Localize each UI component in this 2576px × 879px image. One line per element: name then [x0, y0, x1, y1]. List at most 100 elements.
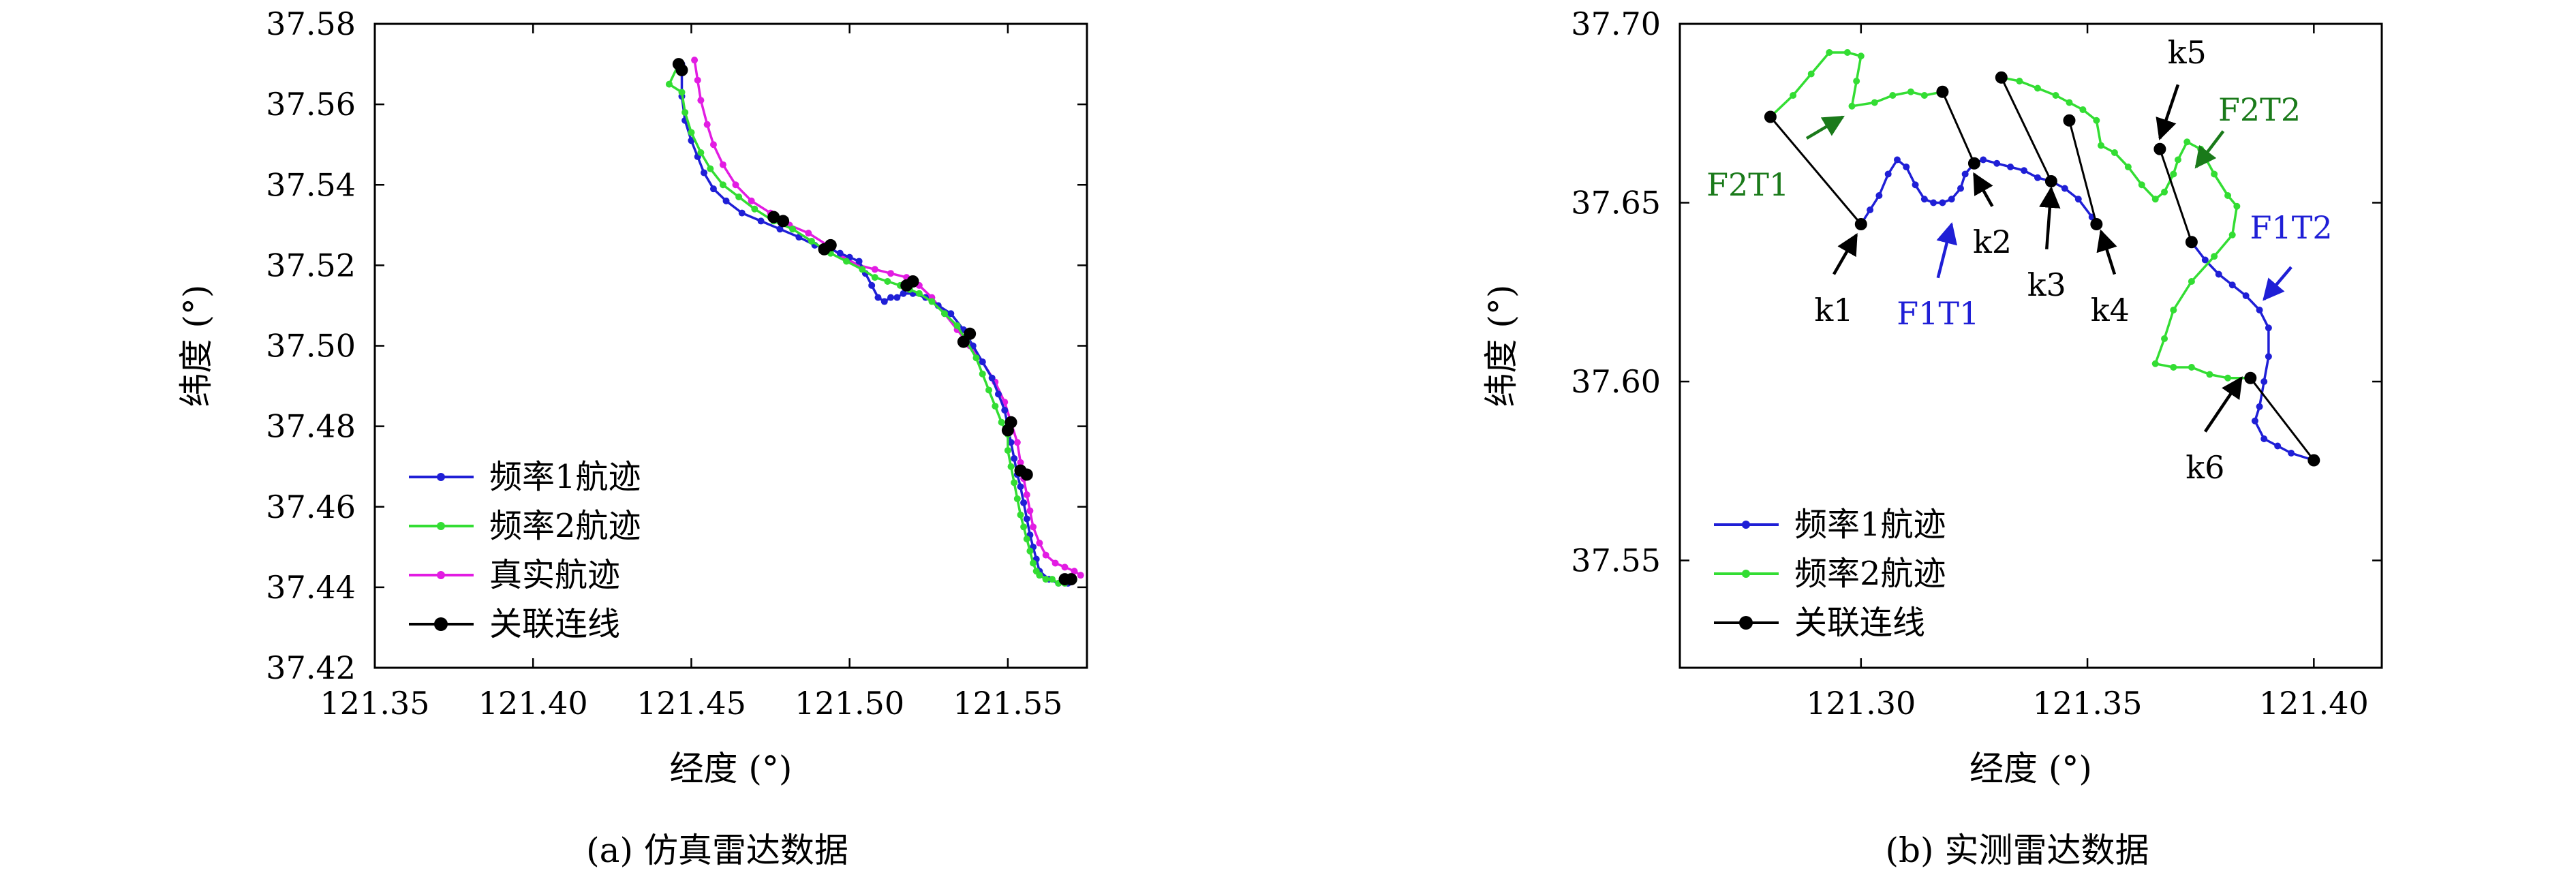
data-point [1036, 539, 1043, 546]
data-point [1939, 199, 1946, 206]
data-point [1023, 536, 1030, 542]
association-segment [2000, 77, 2053, 182]
data-point [998, 418, 1005, 426]
annotation-arrow [2203, 376, 2243, 433]
data-point [738, 209, 746, 217]
legend-entry: 频率1航迹 [409, 458, 641, 496]
annotation-arrow [2194, 130, 2225, 169]
association-segment [2068, 120, 2098, 225]
series-line [1860, 158, 2094, 225]
association-endpoint [1764, 110, 1777, 123]
data-point [748, 197, 755, 204]
data-point [1011, 454, 1018, 462]
series-2 [665, 61, 1075, 587]
data-point [1020, 499, 1028, 506]
legend-label: 真实航迹 [489, 556, 620, 594]
association-line [1764, 110, 1867, 230]
data-point [887, 294, 895, 301]
data-point [868, 281, 876, 289]
x-tick-label: 121.30 [1806, 685, 1916, 722]
association-line [2244, 371, 2320, 467]
data-point [2211, 253, 2218, 260]
data-point [1077, 572, 1084, 579]
association-segment [2158, 149, 2193, 243]
data-point [2079, 106, 2087, 113]
legend-label: 频率1航迹 [1794, 506, 1946, 544]
data-point [1853, 78, 1860, 84]
series-line [2190, 241, 2314, 462]
data-point [1948, 196, 1955, 203]
legend-label: 关联连线 [1794, 604, 1925, 642]
data-point [2161, 335, 2168, 342]
data-point [681, 108, 689, 116]
data-point [2224, 374, 2232, 382]
data-point [1993, 159, 2001, 167]
data-point [900, 290, 907, 297]
data-point [1920, 196, 1928, 203]
association-endpoint [1854, 218, 1867, 230]
data-point [1893, 156, 1901, 164]
legend-entry: 频率2航迹 [409, 507, 641, 545]
data-point [1023, 491, 1030, 499]
association-endpoint [2185, 236, 2198, 249]
data-point [1011, 479, 1018, 487]
y-tick-label: 37.56 [266, 86, 356, 123]
data-point [2170, 307, 2177, 313]
data-point [1957, 185, 1964, 192]
data-point [1843, 49, 1851, 56]
data-point [1020, 523, 1028, 531]
legend-entry: 真实航迹 [409, 556, 620, 594]
annotation-arrow [2156, 84, 2180, 140]
data-point [701, 169, 708, 176]
data-point [688, 129, 695, 136]
data-point [1042, 576, 1049, 583]
data-point [1004, 447, 1011, 454]
legend-entry: 关联连线 [1714, 604, 1925, 642]
association-line [1058, 573, 1077, 586]
data-point [1826, 49, 1833, 56]
data-point [719, 181, 726, 189]
annotation-label: k4 [2091, 292, 2130, 328]
data-point [979, 370, 986, 377]
panel-caption: (a) 仿真雷达数据 [586, 831, 848, 870]
association-endpoint [2244, 371, 2257, 384]
data-point [2183, 138, 2191, 146]
data-point [732, 181, 739, 189]
data-point [871, 274, 878, 281]
data-point [915, 290, 923, 297]
data-point [1930, 199, 1937, 206]
panel-caption: (b) 实测雷达数据 [1886, 831, 2149, 870]
y-tick-label: 37.70 [1571, 5, 1661, 42]
data-point [985, 386, 993, 394]
data-point [2228, 231, 2236, 238]
data-point [1026, 547, 1034, 555]
data-point [694, 76, 701, 84]
annotation-label: k6 [2186, 449, 2224, 486]
legend-entry: 关联连线 [409, 605, 620, 643]
data-point [697, 97, 705, 104]
data-point [697, 149, 705, 156]
association-line [1936, 85, 1980, 170]
legend-label: 频率2航迹 [489, 507, 641, 545]
data-point [2274, 442, 2282, 450]
data-point [2188, 364, 2195, 371]
y-axis-label: 纬度 (°) [1482, 285, 1521, 407]
annotation-arrow [1936, 221, 1958, 279]
association-line [767, 211, 790, 228]
y-tick-label: 37.44 [266, 569, 356, 606]
association-line [672, 58, 688, 76]
legend-marker [1739, 616, 1753, 630]
y-tick-label: 37.54 [266, 166, 356, 203]
annotation-arrow [1832, 233, 1858, 275]
data-point [751, 205, 758, 213]
legend-marker [1742, 570, 1750, 578]
data-point [941, 310, 948, 318]
series-line [1769, 51, 1943, 118]
data-point [2021, 167, 2028, 174]
data-point [2161, 188, 2168, 196]
annotation-label: k1 [1814, 292, 1853, 328]
data-point [1907, 88, 1914, 95]
association-endpoint [675, 63, 688, 76]
association-line [900, 275, 919, 292]
data-point [2170, 170, 2177, 178]
